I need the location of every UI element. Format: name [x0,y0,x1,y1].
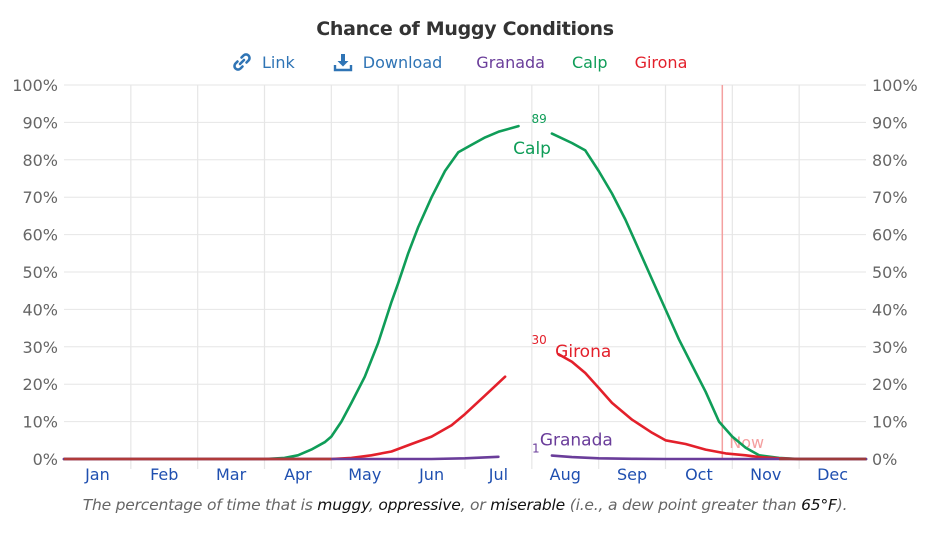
chart-title: Chance of Muggy Conditions [316,18,614,40]
series-line-calp [550,132,868,461]
y-tick-label-left: 10% [22,413,58,432]
x-tick-label: Sep [617,465,647,484]
caption-oppressive: oppressive [378,496,461,514]
legend-calp[interactable]: Calp [571,52,608,72]
series-lines [62,124,868,461]
y-tick-label-left: 70% [22,188,58,207]
series-labels: 1 Granada 89 Calp 30 Girona [513,112,613,455]
y-tick-label-left: 80% [22,151,58,170]
peak-label-calp: 89 [532,112,547,126]
y-axis-left: 0% 10% 20% 30% 40% 50% 60% 70% 80% 90% 100% [12,76,58,469]
peak-label-granada: 1 [532,441,540,455]
x-tick-label: Jul [488,465,508,484]
y-tick-label-right: 0% [872,450,897,469]
y-axis-right: 0% 10% 20% 30% 40% 50% 60% 70% 80% 90% 100% [872,76,918,469]
now-label: Now [729,433,764,452]
download-icon [333,54,352,72]
caption-threshold: 65°F [801,496,837,514]
y-tick-label-right: 40% [872,300,908,319]
y-tick-label-left: 0% [33,450,58,469]
y-tick-label-right: 30% [872,338,908,357]
x-tick-label: Nov [750,465,781,484]
y-tick-label-right: 20% [872,375,908,394]
x-tick-label: Oct [685,465,713,484]
legend-granada[interactable]: Granada [476,52,545,72]
caption-middle: (i.e., a dew point greater than [565,496,802,514]
y-tick-label-right: 10% [872,413,908,432]
link-icon [233,53,251,71]
grid-lines [64,84,866,469]
x-tick-label: Dec [817,465,848,484]
inline-label-girona: Girona [555,342,611,362]
inline-label-granada: Granada [540,430,613,450]
y-tick-label-left: 40% [22,300,58,319]
caption-suffix: ). [836,496,848,514]
y-tick-label-right: 100% [872,76,918,95]
x-axis: Jan Feb Mar Apr May Jun Jul Aug Sep Oct Nov Dec [84,465,848,484]
y-tick-label-right: 90% [872,113,908,132]
x-tick-label: Jun [418,465,444,484]
x-tick-label: Feb [150,465,178,484]
download-button[interactable]: Download [333,52,443,72]
x-tick-label: Aug [550,465,581,484]
y-tick-label-left: 90% [22,113,58,132]
y-tick-label-right: 70% [872,188,908,207]
x-tick-label: May [348,465,381,484]
x-tick-label: Apr [284,465,312,484]
y-tick-label-left: 100% [12,76,58,95]
chart-toolbar: Link Download Granada Calp Girona [232,50,714,74]
link-label: Link [262,52,295,72]
y-tick-label-left: 60% [22,226,58,245]
series-line-girona [62,375,507,461]
inline-label-calp: Calp [513,139,551,159]
link-button[interactable]: Link [232,52,295,72]
caption-sep2: , or [460,496,491,514]
y-tick-label-right: 80% [872,151,908,170]
series-line-granada [550,454,868,461]
y-tick-label-left: 30% [22,338,58,357]
caption-prefix: The percentage of time that is [82,496,318,514]
y-tick-label-right: 60% [872,226,908,245]
caption-sep1: , [368,496,379,514]
y-tick-label-left: 50% [22,263,58,282]
download-label: Download [362,52,443,72]
caption-miserable: miserable [490,496,566,514]
series-line-calp [62,124,520,461]
caption-muggy: muggy [317,496,369,514]
chart-caption: The percentage of time that is muggy, op… [0,496,930,514]
y-tick-label-right: 50% [872,263,908,282]
x-tick-label: Jan [84,465,110,484]
now-marker: Now [721,85,764,459]
x-tick-label: Mar [216,465,247,484]
peak-label-girona: 30 [532,333,547,347]
y-tick-label-left: 20% [22,375,58,394]
legend-girona[interactable]: Girona [634,52,688,72]
